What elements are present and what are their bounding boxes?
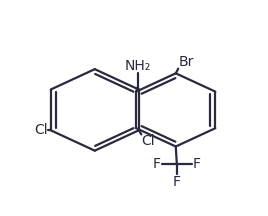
Text: F: F (173, 175, 181, 189)
Text: Cl: Cl (35, 123, 48, 137)
Text: Br: Br (178, 55, 194, 69)
Text: Cl: Cl (141, 134, 155, 148)
Text: NH₂: NH₂ (124, 59, 151, 73)
Text: F: F (193, 157, 201, 171)
Text: F: F (152, 157, 161, 171)
